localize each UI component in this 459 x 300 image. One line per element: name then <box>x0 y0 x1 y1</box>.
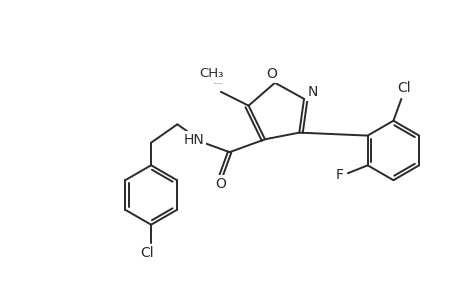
Text: O: O <box>215 177 226 191</box>
Text: N: N <box>307 85 318 99</box>
Text: HN: HN <box>183 133 204 147</box>
Text: methyl_stub: methyl_stub <box>213 82 222 84</box>
Text: O: O <box>266 67 277 81</box>
Text: CH₃: CH₃ <box>198 67 223 80</box>
Text: Cl: Cl <box>397 81 410 95</box>
Text: Cl: Cl <box>140 246 154 260</box>
Text: F: F <box>335 168 343 182</box>
Text: methyl: methyl <box>216 80 221 82</box>
